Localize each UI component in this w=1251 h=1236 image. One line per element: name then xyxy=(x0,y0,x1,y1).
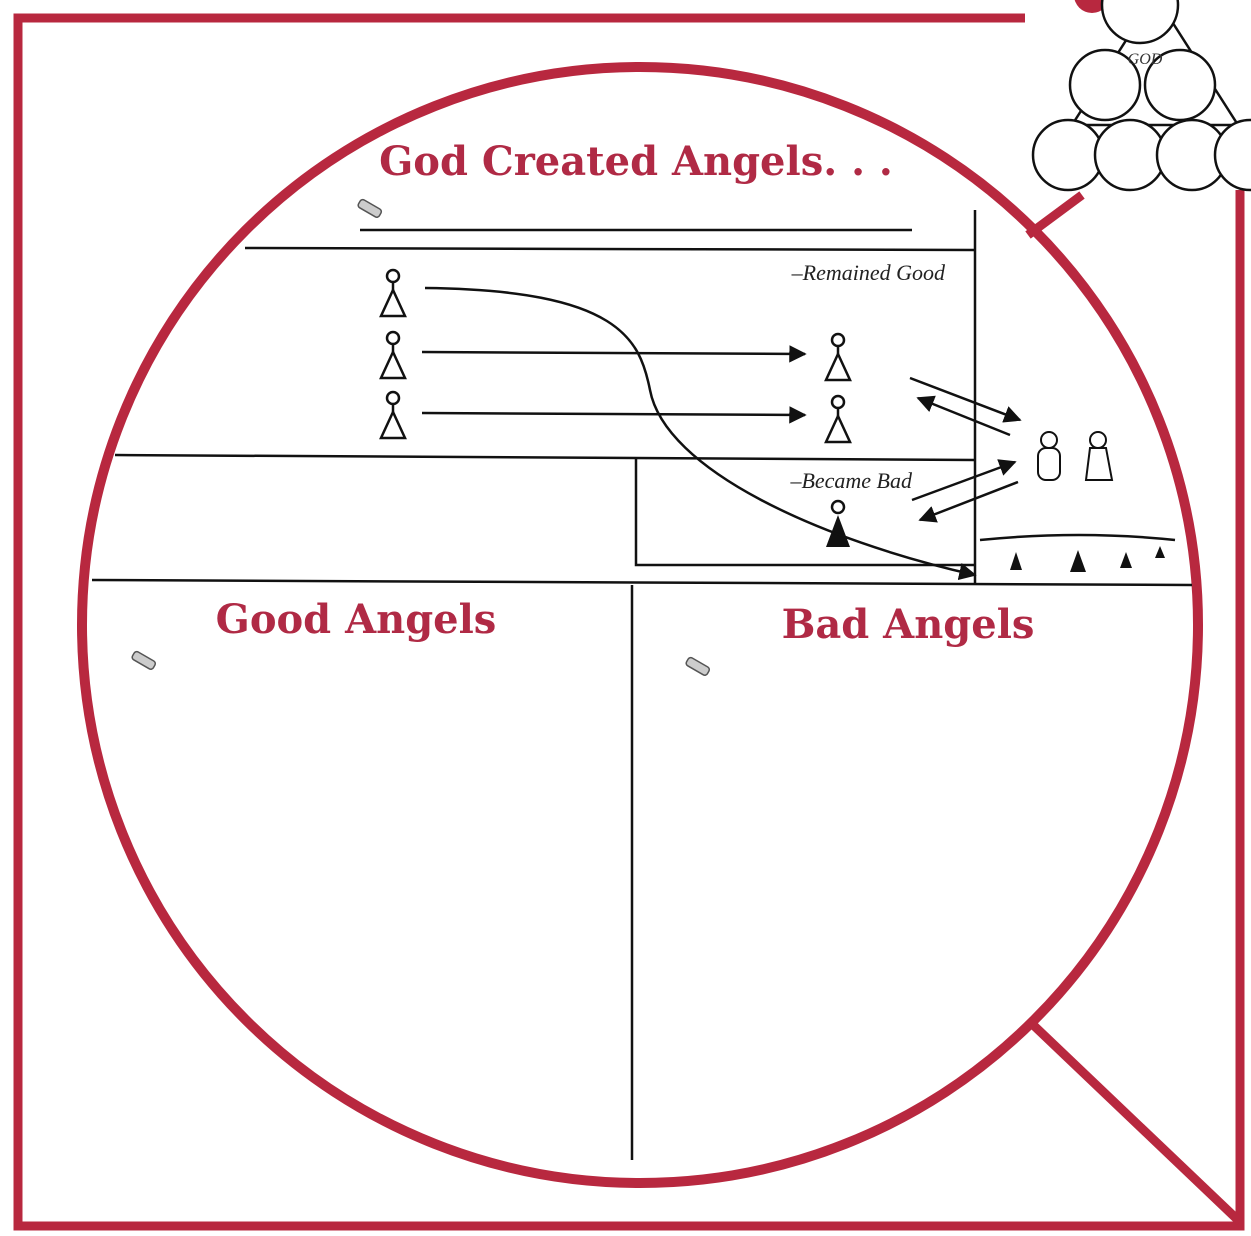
shape xyxy=(381,392,405,438)
shape xyxy=(826,334,850,380)
title: God Created Angels. . . xyxy=(379,138,893,185)
shape xyxy=(1215,120,1251,190)
worksheet: GOD xyxy=(0,0,1251,1236)
frame xyxy=(18,18,1240,1226)
shape xyxy=(1028,1020,1240,1222)
shape xyxy=(422,352,805,354)
shape xyxy=(920,482,1018,520)
shape xyxy=(1102,0,1178,43)
shape xyxy=(1095,120,1165,190)
angel-flow xyxy=(381,270,1165,575)
shape xyxy=(1033,120,1103,190)
shape xyxy=(910,378,1020,420)
shape xyxy=(245,248,975,250)
shape xyxy=(826,501,850,547)
shape xyxy=(422,413,805,415)
branch-label: –Became Bad xyxy=(789,468,913,493)
shape xyxy=(1090,432,1106,448)
shape xyxy=(115,455,975,460)
shape xyxy=(832,501,844,513)
shape xyxy=(1041,432,1057,448)
shape xyxy=(980,535,1175,540)
column-heading: Good Angels xyxy=(216,596,497,643)
shape xyxy=(912,462,1015,500)
shape xyxy=(381,332,405,378)
shape xyxy=(131,651,156,671)
emblem: GOD xyxy=(1033,0,1251,190)
emblem-label: GOD xyxy=(1128,51,1163,68)
branch-label: –Remained Good xyxy=(791,260,946,285)
shape xyxy=(1038,448,1060,480)
shape xyxy=(1038,432,1112,480)
shape xyxy=(381,270,405,316)
shape xyxy=(357,199,382,219)
shape xyxy=(425,288,975,575)
shape xyxy=(1086,448,1112,480)
shape xyxy=(918,398,1010,435)
shape xyxy=(685,657,710,677)
shape xyxy=(1010,546,1165,572)
shape xyxy=(92,580,1192,585)
shape xyxy=(826,396,850,442)
column-heading: Bad Angels xyxy=(782,601,1035,648)
shape xyxy=(1010,546,1165,572)
shape xyxy=(1028,195,1082,235)
